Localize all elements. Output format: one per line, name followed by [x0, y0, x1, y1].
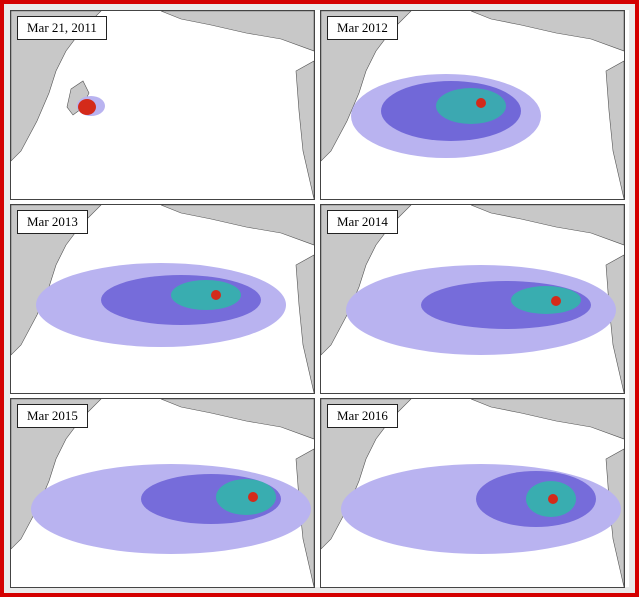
- map-panel-1: Mar 21, 2011: [10, 10, 315, 200]
- panel-date-label: Mar 2016: [327, 404, 398, 428]
- map-canvas-4: [321, 205, 624, 393]
- north-landmass: [160, 11, 314, 52]
- map-panel-4: Mar 2014: [320, 204, 625, 394]
- panel-date-label: Mar 2015: [17, 404, 88, 428]
- panel-date-label: Mar 2012: [327, 16, 398, 40]
- panel-date-label: Mar 2013: [17, 210, 88, 234]
- map-panel-2: Mar 2012: [320, 10, 625, 200]
- panel-date-label: Mar 2014: [327, 210, 398, 234]
- figure-grid: Mar 21, 2011 Mar 2012: [10, 10, 629, 588]
- panel-date-label: Mar 21, 2011: [17, 16, 107, 40]
- map-canvas-5: [11, 399, 314, 587]
- map-panel-6: Mar 2016: [320, 398, 625, 588]
- map-panel-3: Mar 2013: [10, 204, 315, 394]
- map-canvas-3: [11, 205, 314, 393]
- plume-hotspot: [78, 99, 96, 115]
- map-canvas-1: [11, 11, 314, 199]
- map-canvas-6: [321, 399, 624, 587]
- north-america-landmass: [295, 60, 314, 199]
- map-panel-5: Mar 2015: [10, 398, 315, 588]
- map-canvas-2: [321, 11, 624, 199]
